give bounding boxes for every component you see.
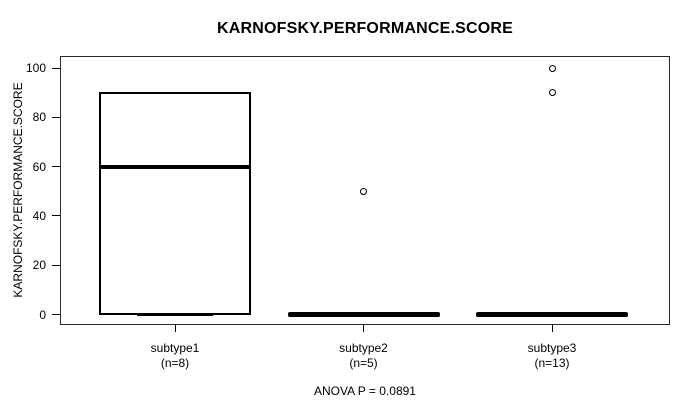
- category-name: subtype3: [527, 341, 577, 355]
- boxplot-collapsed-line: [476, 312, 628, 317]
- x-axis-tick: [174, 324, 176, 332]
- whisker-staple-high: [137, 91, 213, 94]
- boxplot-median-line: [99, 164, 251, 169]
- y-axis-tick-label: 20: [32, 258, 46, 273]
- y-axis-tick: [52, 215, 60, 217]
- category-count: (n=8): [160, 356, 190, 370]
- chart-title: KARNOFSKY.PERFORMANCE.SCORE: [216, 20, 514, 37]
- x-axis-category-label: subtype1 (n=8): [151, 341, 200, 371]
- y-axis-tick-label: 0: [39, 307, 46, 322]
- category-count: (n=5): [349, 356, 378, 370]
- boxplot-collapsed-line: [287, 312, 440, 317]
- outlier-point: [548, 89, 556, 97]
- category-count: (n=13): [534, 356, 570, 370]
- y-axis-tick-label: 40: [32, 208, 46, 223]
- category-name: subtype1: [150, 341, 200, 355]
- x-axis-tick: [363, 324, 364, 332]
- y-axis-tick-label: 60: [32, 159, 46, 174]
- x-axis-category-label: subtype3 (n=13): [528, 341, 577, 371]
- y-axis-tick-label: 80: [32, 110, 46, 125]
- y-axis-tick: [52, 116, 60, 118]
- y-axis-tick: [52, 67, 60, 69]
- category-name: subtype2: [339, 341, 388, 355]
- whisker-staple-low: [137, 313, 213, 316]
- anova-p-value: ANOVA P = 0.0891: [314, 384, 416, 398]
- y-axis-tick: [52, 166, 60, 168]
- y-axis-tick: [52, 314, 60, 315]
- x-axis-category-label: subtype2 (n=5): [339, 341, 388, 371]
- y-axis-tick: [52, 264, 60, 266]
- outlier-point: [548, 64, 556, 72]
- x-axis-tick: [551, 324, 553, 332]
- y-axis-tick-label: 100: [25, 61, 46, 75]
- outlier-point: [360, 187, 367, 195]
- boxplot-box: [99, 91, 251, 316]
- plot-frame: [60, 56, 670, 325]
